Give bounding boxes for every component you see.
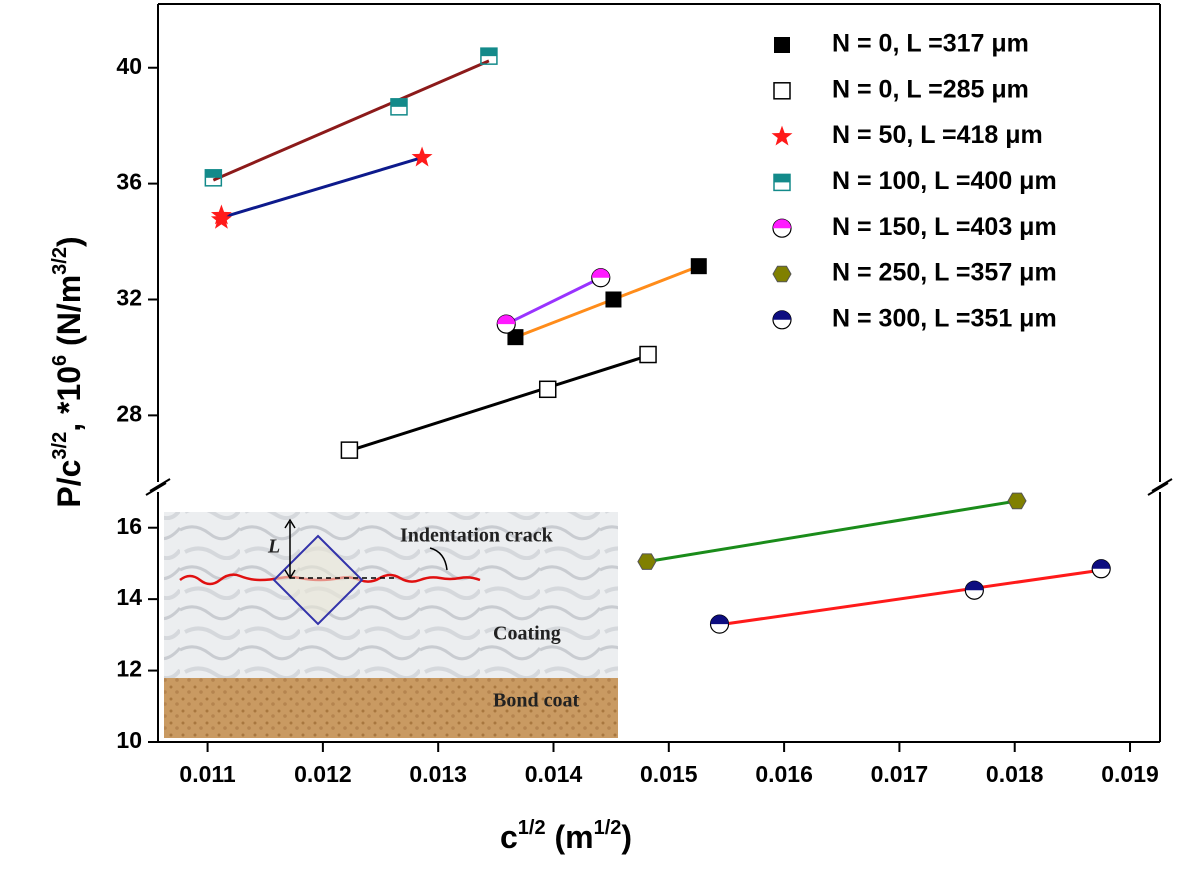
x-tick-label: 0.016 xyxy=(755,761,813,787)
data-point xyxy=(592,269,610,287)
legend-marker-top xyxy=(773,311,791,320)
legend-label: N = 300, L =351 μm xyxy=(832,304,1057,332)
x-tick-label: 0.012 xyxy=(294,761,352,787)
data-point xyxy=(640,347,656,363)
y-axis-label: P/c3/2, *106 (N/m3/2) xyxy=(49,236,87,507)
x-axis-label-sup: 1/2 xyxy=(518,817,546,839)
legend-label: N = 0, L =317 μm xyxy=(832,30,1029,58)
legend-marker xyxy=(772,126,793,146)
x-tick-label: 0.018 xyxy=(986,761,1044,787)
y-tick-label: 36 xyxy=(116,169,142,195)
data-point xyxy=(965,581,983,599)
legend-label: N = 0, L =285 μm xyxy=(832,75,1029,103)
legend-marker xyxy=(774,174,790,190)
data-point-top xyxy=(965,581,983,590)
y-tick-label: 28 xyxy=(116,400,142,426)
x-axis-label-sup: 1/2 xyxy=(594,817,622,839)
legend-marker-top xyxy=(774,174,790,182)
data-point xyxy=(412,147,433,167)
legend-marker xyxy=(773,266,791,282)
fit-line xyxy=(506,278,601,324)
y-tick-label: 10 xyxy=(116,727,142,753)
x-axis-label-part: c xyxy=(500,819,518,855)
data-point xyxy=(691,258,707,274)
data-point xyxy=(1008,493,1026,509)
inset-coating-label: Coating xyxy=(493,623,561,645)
y-axis-label-part: P/c xyxy=(51,460,87,508)
data-point-top xyxy=(205,170,221,178)
y-tick-label: 32 xyxy=(116,285,142,311)
inset-length-label: L xyxy=(267,536,280,558)
x-tick-label: 0.015 xyxy=(640,761,698,787)
y-axis-label-part: , *10 xyxy=(51,366,87,432)
legend-marker xyxy=(774,37,790,53)
data-point xyxy=(211,209,232,229)
data-point xyxy=(638,554,656,570)
legend-marker xyxy=(773,219,791,237)
y-axis-label-part: (N/m xyxy=(51,275,87,355)
data-point-top xyxy=(592,269,610,278)
x-tick-label: 0.014 xyxy=(525,761,583,787)
legend-marker xyxy=(774,83,790,99)
y-tick-label: 12 xyxy=(116,656,142,682)
data-point-top xyxy=(391,99,407,107)
x-tick-label: 0.013 xyxy=(409,761,467,787)
legend-label: N = 50, L =418 μm xyxy=(832,121,1043,149)
data-point-top xyxy=(497,315,515,324)
inset-crack-label: Indentation crack xyxy=(400,525,554,547)
y-axis-label-sup: 3/2 xyxy=(49,432,71,460)
data-point-top xyxy=(711,615,729,624)
legend-marker-top xyxy=(773,219,791,228)
y-tick-label: 14 xyxy=(116,584,142,610)
x-tick-label: 0.017 xyxy=(871,761,929,787)
y-tick-label: 40 xyxy=(116,53,142,79)
chart: L Indentation crack Coating Bond coat 0.… xyxy=(0,0,1178,872)
data-point xyxy=(205,170,221,186)
data-point xyxy=(605,291,621,307)
legend-label: N = 250, L =357 μm xyxy=(832,259,1057,287)
inset-bond-label: Bond coat xyxy=(493,690,579,712)
fit-line xyxy=(720,570,1102,625)
data-point xyxy=(1092,560,1110,578)
data-point xyxy=(341,442,357,458)
fit-line xyxy=(213,61,489,180)
y-axis-label-part: ) xyxy=(51,236,87,247)
data-point xyxy=(540,381,556,397)
y-tick-label: 16 xyxy=(116,513,142,539)
data-point-top xyxy=(481,48,497,56)
fit-line xyxy=(221,158,422,218)
data-point xyxy=(391,99,407,115)
legend-label: N = 150, L =403 μm xyxy=(832,213,1057,241)
data-point xyxy=(711,615,729,633)
fit-line xyxy=(349,356,648,451)
x-tick-label: 0.019 xyxy=(1101,761,1159,787)
fit-line xyxy=(647,501,1017,562)
y-axis-label-sup: 6 xyxy=(49,355,71,366)
legend-marker xyxy=(773,311,791,329)
data-point-top xyxy=(1092,560,1110,569)
y-axis-label-sup: 3/2 xyxy=(49,247,71,275)
x-axis-label-part: (m xyxy=(546,819,594,855)
x-axis-label: c1/2 (m1/2) xyxy=(500,817,632,855)
inset: L Indentation crack Coating Bond coat xyxy=(164,512,618,738)
data-point xyxy=(497,315,515,333)
legend-label: N = 100, L =400 μm xyxy=(832,167,1057,195)
x-tick-label: 0.011 xyxy=(179,761,235,787)
x-axis-label-part: ) xyxy=(621,819,632,855)
